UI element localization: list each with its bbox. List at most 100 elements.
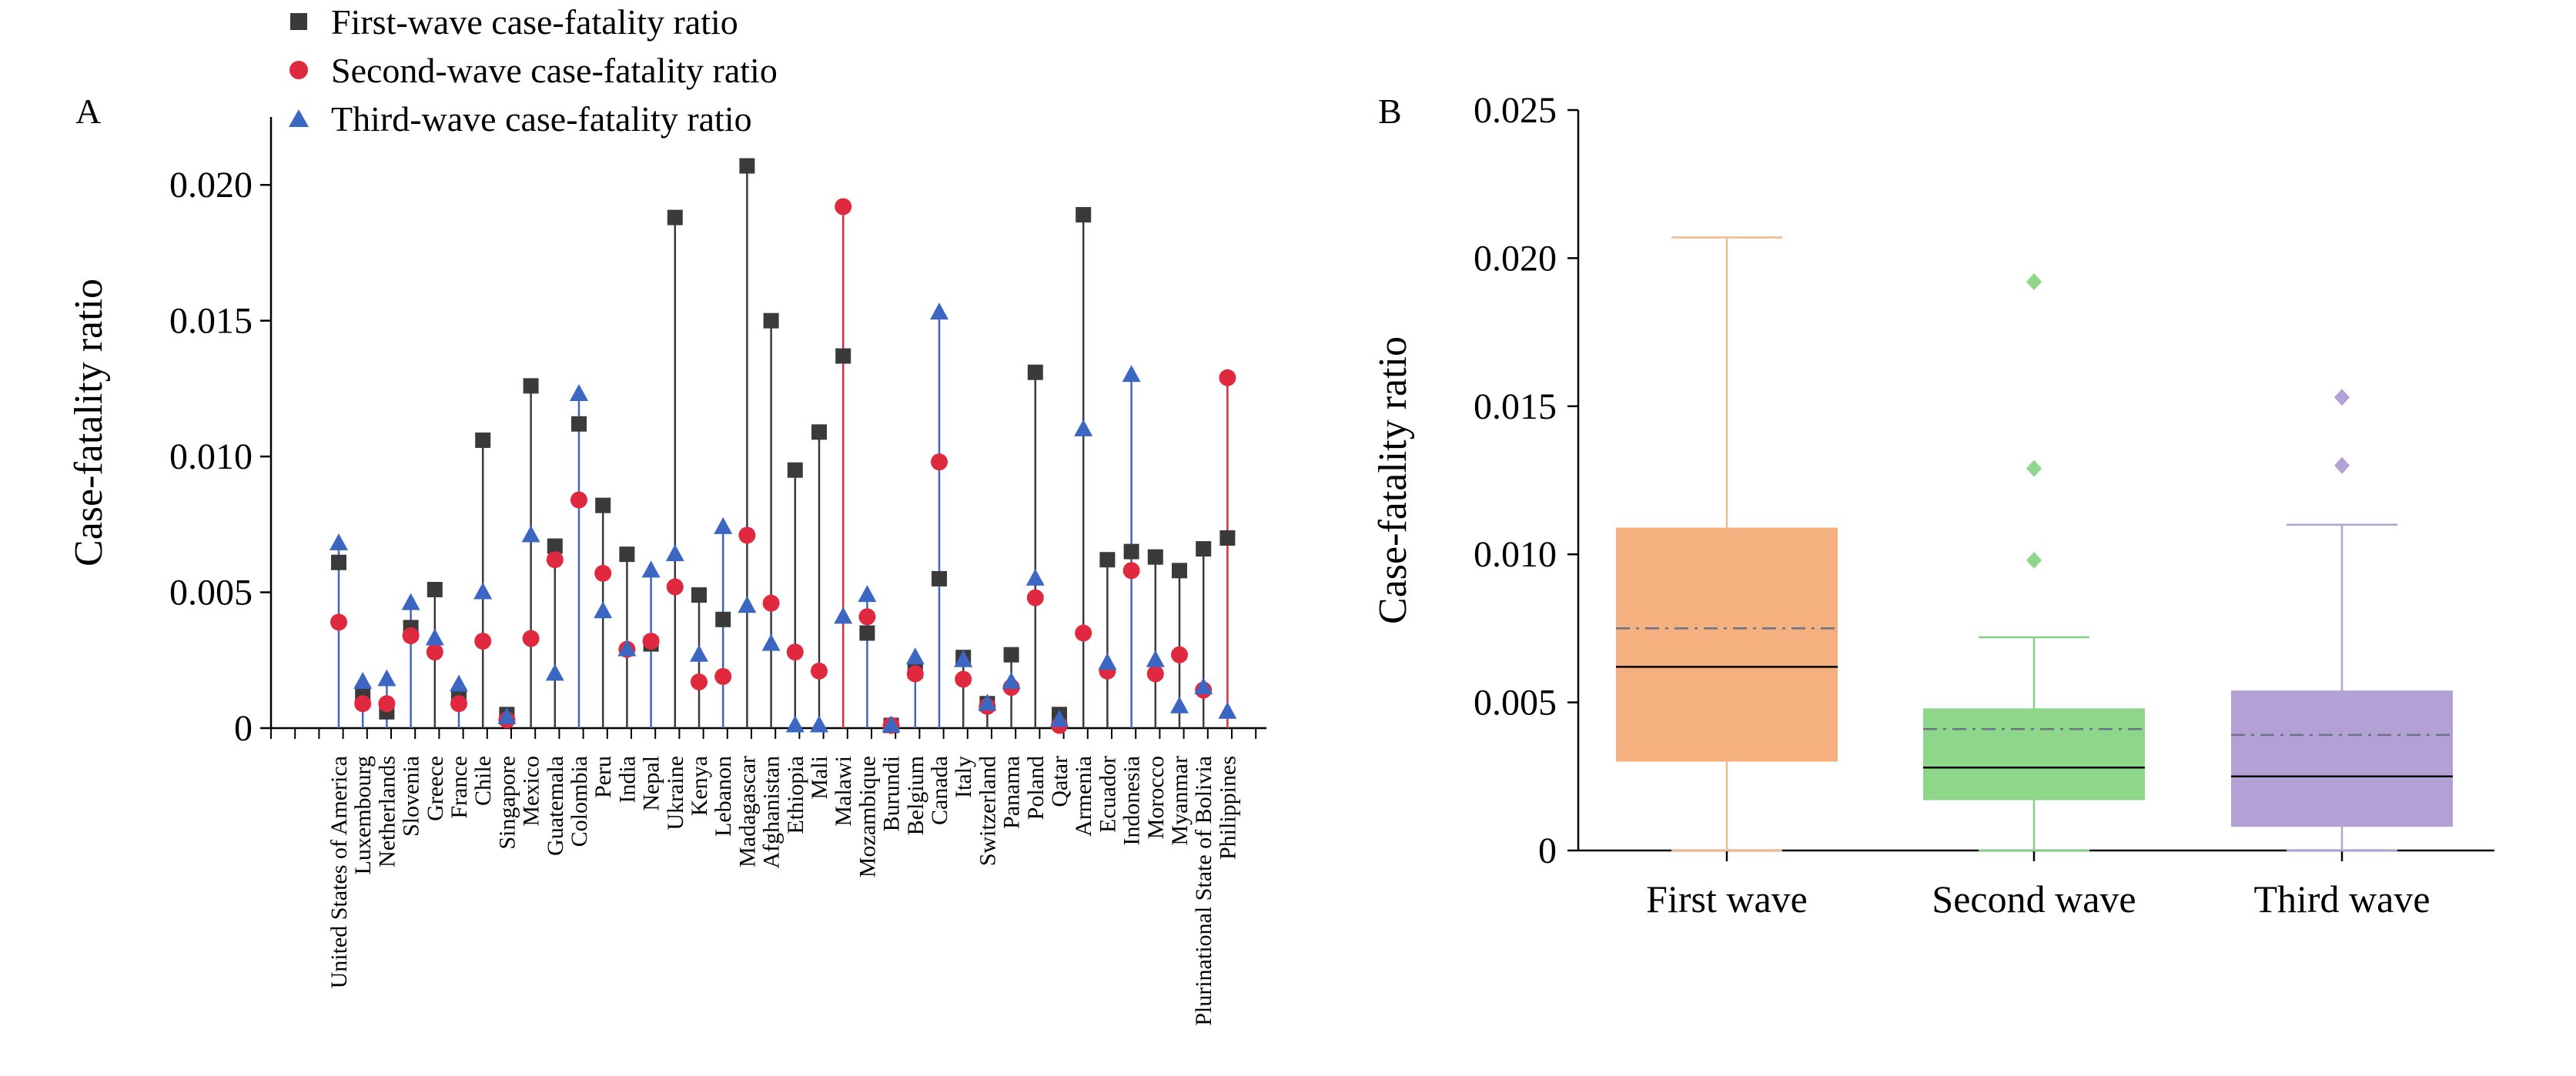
third-wave-point (473, 582, 493, 600)
country-label: Mozambique (855, 756, 880, 877)
third-wave-point (665, 544, 684, 562)
country-label: Nepal (639, 756, 664, 811)
third-wave-point (617, 639, 637, 657)
second-wave-point (570, 491, 587, 509)
country-label: Morocco (1143, 756, 1169, 839)
third-wave-point (954, 650, 973, 667)
first-wave-point (667, 209, 683, 226)
first-wave-point (523, 378, 539, 394)
first-wave-point (1219, 530, 1236, 546)
third-wave-point (377, 669, 396, 687)
third-wave-point (353, 672, 373, 690)
third-wave-point (978, 693, 997, 711)
country-label: Kenya (687, 756, 712, 816)
third-wave-point (1194, 677, 1213, 695)
third-wave-point (834, 607, 853, 624)
second-wave-point (931, 453, 948, 471)
first-wave-point (715, 611, 731, 627)
second-wave-point (1146, 665, 1164, 683)
y-axis-title: Case-fatality ratio (67, 279, 111, 566)
second-wave-point (738, 526, 756, 544)
outlier-point (2026, 459, 2042, 477)
first-wave-point (787, 462, 803, 478)
y-tick-label: 0.010 (169, 436, 253, 477)
second-wave-point (426, 643, 443, 661)
second-wave-point (835, 198, 852, 216)
legend: First-wave case-fatality ratio Second-wa… (289, 2, 778, 139)
second-wave-point (811, 662, 828, 680)
y-tick-label: 0 (234, 708, 253, 749)
first-wave-point (475, 432, 491, 448)
second-wave-point (1122, 562, 1140, 580)
first-wave-point (571, 416, 587, 432)
category-label: Second wave (1932, 877, 2136, 921)
country-label: Ecuador (1095, 756, 1120, 833)
third-wave-point (1025, 568, 1045, 586)
third-wave-point (930, 302, 948, 320)
second-wave-point (1026, 589, 1044, 607)
second-wave-point (354, 695, 372, 713)
first-wave-point (1147, 549, 1163, 565)
country-label: Madagascar (734, 756, 760, 867)
country-label: Mali (807, 756, 832, 800)
third-wave-point (594, 601, 613, 619)
third-wave-point (330, 533, 348, 551)
country-label: Netherlands (374, 756, 400, 867)
y-tick-label: 0.025 (1474, 90, 1557, 131)
third-wave-point (641, 560, 661, 578)
outlier-point (2026, 551, 2042, 569)
country-label: Belgium (903, 756, 928, 835)
third-wave-point (1146, 650, 1165, 667)
third-wave-point (785, 715, 805, 733)
country-label: Peru (590, 756, 616, 798)
country-label: Panama (999, 756, 1025, 829)
country-label: Switzerland (975, 756, 1000, 866)
third-wave-point (738, 596, 757, 613)
second-wave-point (786, 643, 804, 661)
country-label: Philippines (1215, 756, 1240, 860)
third-wave-point (497, 707, 517, 724)
second-wave-point (762, 594, 780, 612)
third-wave-point (858, 585, 877, 603)
country-label: Mexico (519, 756, 544, 827)
first-wave-point (595, 497, 611, 513)
first-wave-point (932, 570, 947, 586)
country-label: United States of America (326, 756, 352, 988)
first-wave-point (331, 554, 346, 570)
y-axis-title: Case-fatality ratio (1371, 336, 1415, 624)
second-wave-point (1075, 624, 1092, 642)
second-wave-point (474, 633, 492, 650)
second-wave-point (906, 665, 924, 683)
country-label: Colombia (567, 756, 592, 847)
first-wave-point (739, 158, 755, 174)
first-wave-point (811, 424, 827, 440)
country-label: Malawi (831, 756, 856, 827)
y-tick-label: 0.015 (1474, 386, 1557, 427)
country-label: Singapore (494, 756, 520, 850)
country-label: Indonesia (1119, 756, 1145, 846)
first-wave-point (427, 582, 443, 598)
outlier-point (2334, 456, 2350, 474)
third-wave-point (450, 674, 468, 692)
country-label: Chile (470, 756, 496, 806)
third-wave-point (1122, 365, 1141, 383)
third-wave-point (401, 593, 420, 610)
box-iqr (1616, 527, 1838, 762)
third-wave-point (714, 516, 733, 534)
second-wave-point (666, 578, 684, 596)
country-label: Guatemala (543, 756, 568, 856)
country-label: Plurinational State of Bolivia (1191, 756, 1216, 1026)
legend-first-wave: First-wave case-fatality ratio (331, 2, 738, 42)
country-label: Burundi (879, 756, 905, 831)
second-wave-point (402, 627, 420, 645)
country-label: Slovenia (399, 756, 424, 837)
first-wave-point (1172, 563, 1187, 579)
first-wave-point (547, 538, 563, 554)
country-label: Luxembourg (350, 756, 376, 874)
country-label: Canada (927, 756, 952, 825)
second-wave-point (858, 608, 876, 626)
first-wave-point (859, 625, 875, 641)
third-wave-point (1074, 419, 1093, 436)
second-wave-point (642, 633, 660, 650)
